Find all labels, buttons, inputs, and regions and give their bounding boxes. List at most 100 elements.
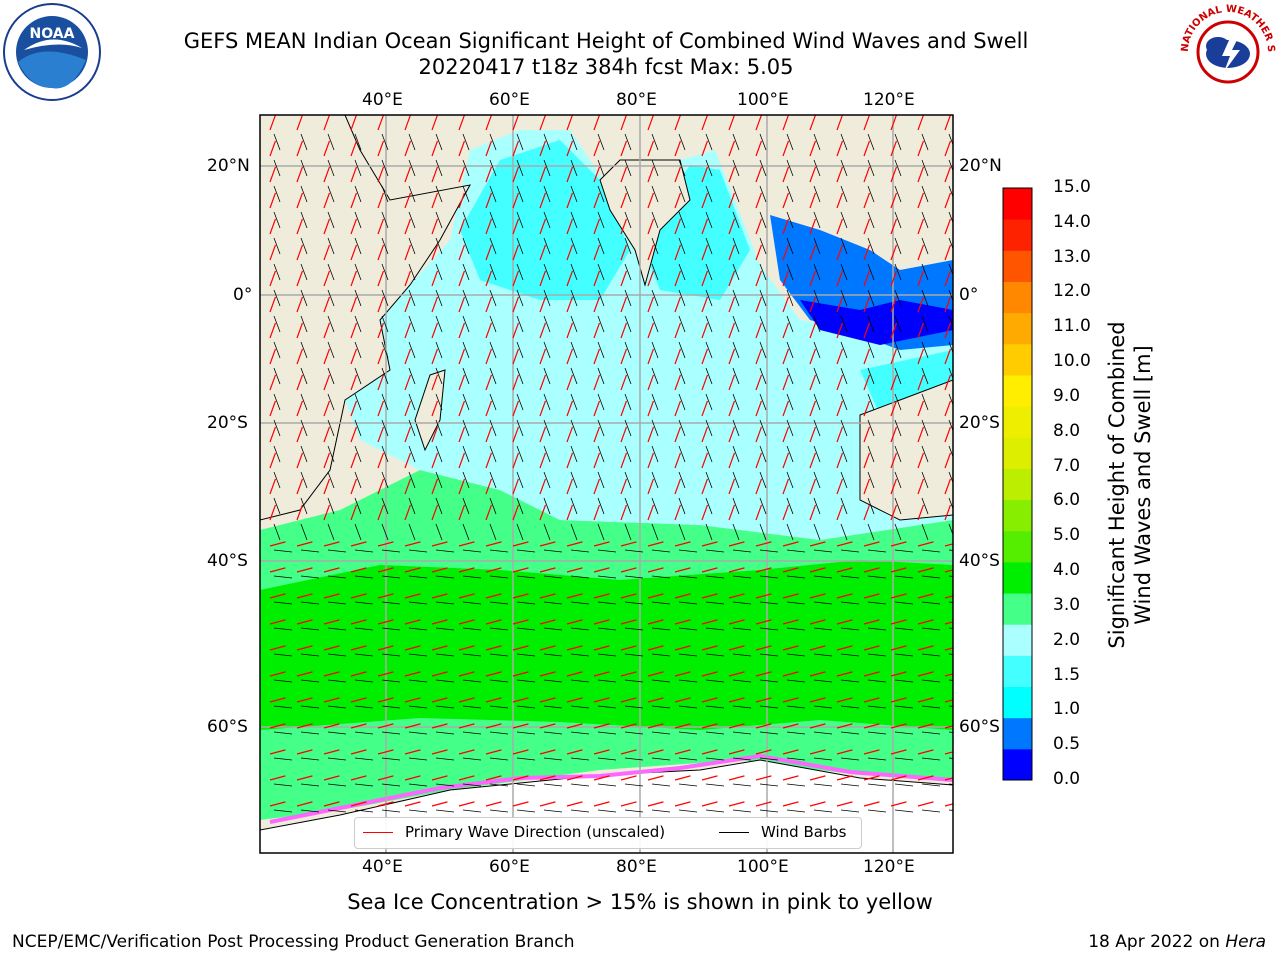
wind-barb <box>813 159 821 177</box>
wind-barb <box>300 159 308 177</box>
wind-barb <box>786 783 806 787</box>
wave-arrow <box>782 504 790 521</box>
wind-barb <box>597 159 605 177</box>
wind-barb <box>354 731 374 735</box>
wave-arrow <box>269 504 277 521</box>
wave-arrow <box>404 671 421 677</box>
wind-barb <box>381 211 389 229</box>
wave-arrow <box>809 697 826 703</box>
wind-barb <box>273 705 293 709</box>
wave-arrow <box>782 541 799 547</box>
wind-barb <box>732 237 740 255</box>
wave-arrow <box>863 244 871 261</box>
wind-barb <box>381 497 389 515</box>
wind-barb <box>354 393 362 411</box>
wave-arrow <box>620 541 637 547</box>
wave-arrow <box>485 115 493 131</box>
wave-arrow <box>917 192 925 209</box>
colorbar-label-line2: Wind Waves and Swell [m] <box>1131 345 1155 625</box>
wind-barb <box>786 757 806 761</box>
wave-arrow <box>917 166 925 183</box>
wind-barb <box>489 601 509 605</box>
wave-arrow <box>512 504 520 521</box>
wind-barb <box>786 601 806 605</box>
wind-barb <box>435 159 443 177</box>
wind-barb <box>543 367 551 385</box>
wave-arrow <box>269 400 277 417</box>
wave-arrow <box>890 478 898 495</box>
wind-barb <box>381 809 401 813</box>
wave-arrow <box>728 671 745 677</box>
wave-arrow <box>323 322 331 339</box>
wave-arrow <box>485 322 493 339</box>
wave-arrow <box>890 374 898 391</box>
wind-barb <box>273 575 293 579</box>
wind-barb <box>624 211 632 229</box>
wave-arrow <box>890 218 898 235</box>
wind-barb <box>381 731 401 735</box>
wave-arrow <box>782 218 790 235</box>
wave-arrow <box>728 218 736 235</box>
wind-barb <box>759 679 779 683</box>
wave-arrow <box>566 426 574 443</box>
wave-arrow <box>836 322 844 339</box>
wind-barb <box>840 523 848 541</box>
wind-barb <box>300 471 308 489</box>
wind-barb <box>408 367 416 385</box>
wind-barb <box>867 731 887 735</box>
wave-arrow <box>377 374 385 391</box>
wind-barb <box>840 367 848 385</box>
wave-arrow <box>863 452 871 469</box>
wind-barb <box>543 731 563 735</box>
wind-barb <box>381 419 389 437</box>
wave-arrow <box>512 541 529 547</box>
wave-arrow <box>404 801 421 807</box>
wave-arrow <box>404 504 412 521</box>
wind-barb <box>300 705 320 709</box>
wind-barb <box>840 211 848 229</box>
wave-arrow <box>620 322 628 339</box>
wind-barb <box>894 211 902 229</box>
wind-barb <box>732 211 740 229</box>
wave-arrow <box>296 504 304 521</box>
wind-barb <box>867 523 875 541</box>
wave-arrow <box>674 348 682 365</box>
wind-barb <box>867 159 875 177</box>
wave-arrow <box>269 671 286 677</box>
wave-arrow <box>323 645 340 651</box>
wave-arrow <box>377 270 385 287</box>
wind-barb <box>705 237 713 255</box>
wave-arrow <box>944 348 952 365</box>
wind-barb <box>948 419 953 432</box>
wave-arrow <box>647 452 655 469</box>
wind-barb <box>894 471 902 489</box>
wind-barb <box>273 601 293 605</box>
wind-barb <box>813 679 833 683</box>
wave-arrow <box>782 400 790 417</box>
wind-barb <box>678 653 698 657</box>
wind-barb <box>462 263 470 281</box>
wave-arrow <box>431 115 439 131</box>
wind-barb <box>570 367 578 385</box>
wave-arrow <box>944 478 952 495</box>
wave-arrow <box>377 645 394 651</box>
wind-barb <box>867 393 875 411</box>
wind-barb <box>408 315 416 333</box>
wave-arrow <box>755 400 763 417</box>
wave-arrow <box>593 645 610 651</box>
wind-barb <box>489 445 497 463</box>
wind-barb <box>435 367 443 385</box>
wave-arrow <box>917 115 925 131</box>
wind-barb <box>651 653 671 657</box>
wind-barb <box>948 315 953 328</box>
wave-arrow <box>431 801 448 807</box>
wind-barb <box>840 705 860 709</box>
wind-barb <box>678 679 698 683</box>
wind-barb <box>516 471 524 489</box>
wind-barb <box>651 315 659 333</box>
wind-barb <box>327 445 335 463</box>
wind-barb <box>840 133 848 151</box>
wave-arrow <box>701 400 709 417</box>
wave-arrow <box>377 478 385 495</box>
wind-barb <box>732 185 740 203</box>
